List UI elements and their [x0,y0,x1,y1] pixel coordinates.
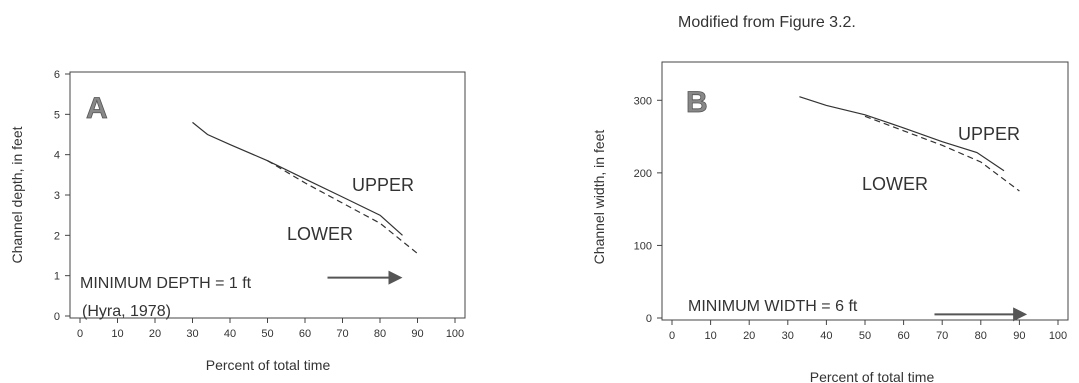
x-tick-label: 100 [1049,330,1067,342]
chart-panel-b: B Percent of total time Channel width, i… [591,61,1069,383]
x-tick-label: 80 [374,328,386,340]
y-tick-label: 200 [634,168,652,180]
x-tick-label: 70 [336,328,348,340]
series-line-upper [192,121,403,236]
series-label-upper: UPPER [352,175,414,195]
x-tick-label: 70 [936,330,948,342]
x-axis-label: Percent of total time [810,369,935,383]
x-tick-label: 90 [411,328,423,340]
x-tick-label: 30 [186,328,198,340]
y-axis-label: Channel width, in feet [591,130,607,265]
x-tick-label: 40 [820,330,832,342]
minimum-depth-note: MINIMUM DEPTH = 1 ft [80,275,252,292]
series-label-lower: LOWER [862,174,928,194]
minimum-depth-source-note: (Hyra, 1978) [82,303,171,320]
series-line-upper [799,96,1005,172]
x-tick-label: 40 [224,328,236,340]
series-line-lower [267,160,418,254]
y-axis-label: Channel depth, in feet [9,126,25,263]
minimum-width-note: MINIMUM WIDTH = 6 ft [688,298,858,315]
y-tick-label: 2 [54,230,60,242]
y-tick-label: 1 [54,271,60,283]
figure-caption: Modified from Figure 3.2. [678,14,856,31]
x-tick-label: 20 [743,330,755,342]
x-tick-label: 90 [1013,330,1025,342]
panel-letter: B [686,86,708,119]
y-tick-label: 3 [54,190,60,202]
y-tick-label: 300 [634,95,652,107]
panel-letter: A [86,92,108,125]
y-tick-label: 4 [54,150,60,162]
x-tick-label: 10 [111,328,123,340]
x-tick-label: 0 [669,330,675,342]
y-tick-label: 6 [54,69,60,81]
x-tick-label: 10 [704,330,716,342]
x-tick-label: 100 [446,328,464,340]
x-tick-label: 20 [149,328,161,340]
y-tick-label: 0 [646,313,652,325]
x-tick-label: 0 [77,328,83,340]
x-tick-label: 50 [859,330,871,342]
series-label-lower: LOWER [287,224,353,244]
x-tick-label: 60 [897,330,909,342]
y-tick-label: 100 [634,240,652,252]
y-tick-label: 0 [54,311,60,323]
arrow-head-icon [388,270,403,285]
x-tick-label: 60 [299,328,311,340]
x-tick-label: 30 [782,330,794,342]
x-axis-label: Percent of total time [206,357,331,373]
series-line-lower [864,115,1020,192]
x-tick-label: 50 [261,328,273,340]
y-tick-label: 5 [54,109,60,121]
series-label-upper: UPPER [958,124,1020,144]
arrow-head-icon [1013,307,1028,322]
chart-panel-a: A Percent of total time Channel depth, i… [9,69,466,373]
x-tick-label: 80 [975,330,987,342]
